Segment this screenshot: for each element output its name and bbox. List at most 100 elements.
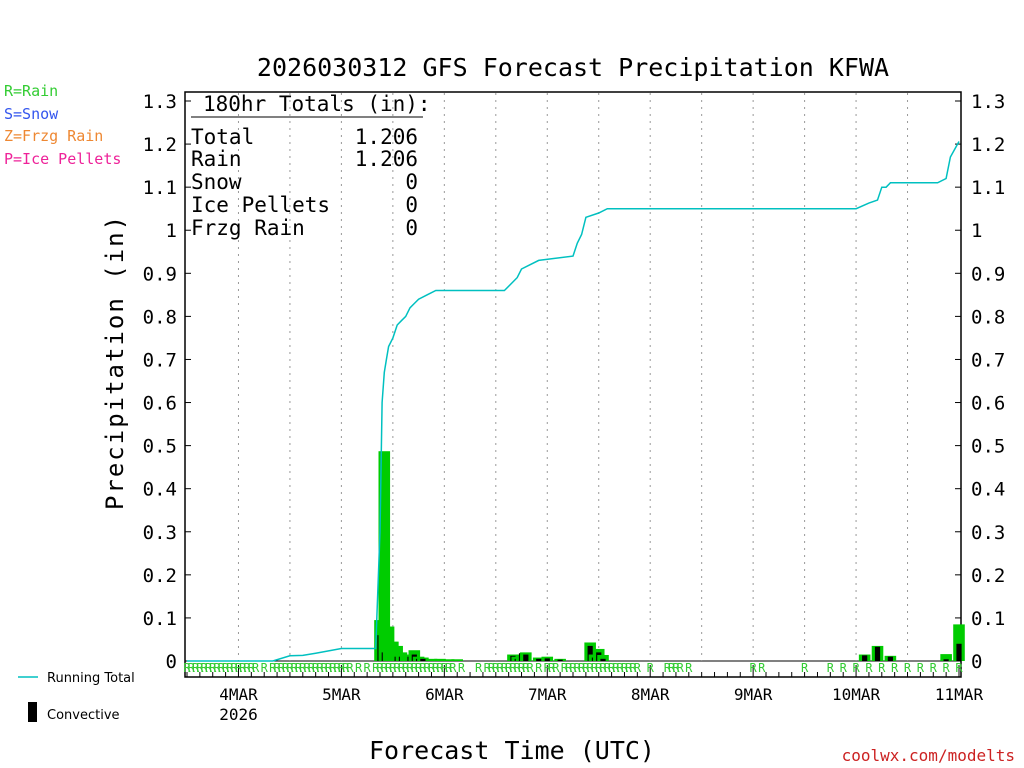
precip-type-marker: R: [582, 661, 590, 675]
precip-type-marker: R: [338, 661, 346, 675]
precip-type-marker: R: [282, 661, 290, 675]
precip-type-marker: R: [303, 661, 311, 675]
precip-type-marker: R: [278, 661, 286, 675]
precip-type-marker: R: [565, 661, 573, 675]
precip-type-marker: R: [904, 661, 912, 675]
precip-type-marker: R: [514, 661, 522, 675]
precip-type-marker: R: [561, 661, 569, 675]
precip-type-marker: R: [406, 661, 414, 675]
y-tick-label-right: 0.8: [971, 306, 1005, 328]
y-tick-label-left: 0.1: [143, 608, 177, 630]
totals-value-ice-pellets: 0: [405, 193, 418, 217]
totals-label-ice-pellets: Ice Pellets: [191, 193, 330, 217]
precip-type-marker: R: [325, 661, 333, 675]
precip-bar: [940, 654, 952, 661]
precip-type-marker: R: [625, 661, 633, 675]
precip-type-marker: R: [840, 661, 848, 675]
precip-type-marker: R: [239, 661, 247, 675]
precip-type-marker: R: [552, 661, 560, 675]
precip-type-marker: R: [449, 661, 457, 675]
precip-type-marker: R: [415, 661, 423, 675]
precip-type-marker: R: [394, 661, 402, 675]
precip-type-marker: R: [299, 661, 307, 675]
x-tick-label: 10MAR: [832, 685, 881, 704]
precip-type-marker: R: [672, 661, 680, 675]
x-tick-label: 8MAR: [631, 685, 670, 704]
precip-type-marker: R: [389, 661, 397, 675]
precip-type-marker: R: [578, 661, 586, 675]
precip-type-marker: R: [196, 661, 204, 675]
precip-bar: [434, 658, 446, 661]
precip-type-marker: R: [501, 661, 509, 675]
precip-type-marker: R: [312, 661, 320, 675]
precip-type-marker: R: [526, 661, 534, 675]
precip-type-marker: R: [930, 661, 938, 675]
bottom-legend: Running Total Convective: [18, 671, 135, 723]
convective-bar: [600, 658, 606, 661]
precip-type-marker: R: [188, 661, 196, 675]
precip-type-marker: R: [599, 661, 607, 675]
precip-type-marker: R: [291, 661, 299, 675]
y-tick-label-left: 1.1: [143, 177, 177, 199]
precip-type-marker: R: [475, 661, 483, 675]
credit-text[interactable]: coolwx.com/modelts: [842, 746, 1015, 765]
y-tick-label-right: 0.9: [971, 263, 1005, 285]
totals-label-snow: Snow: [191, 170, 242, 194]
plot-frame: [184, 91, 962, 678]
precip-type-marker: R: [518, 661, 526, 675]
y-tick-label-left: 1: [166, 220, 177, 242]
precip-type-marker: R: [321, 661, 329, 675]
y-tick-label-right: 1.3: [971, 91, 1005, 113]
precip-type-marker: R: [587, 661, 595, 675]
precip-type-marker: R: [801, 661, 809, 675]
y-tick-label-left: 0.7: [143, 349, 177, 371]
precip-type-marker: R: [852, 661, 860, 675]
precip-type-marker: R: [243, 661, 251, 675]
precip-type-marker: R: [411, 661, 419, 675]
precip-type-marker: R: [273, 661, 281, 675]
precip-type-marker: R: [891, 661, 899, 675]
y-tick-label-right: 0.1: [971, 608, 1005, 630]
precip-type-marker: R: [329, 661, 337, 675]
precip-type-marker: R: [522, 661, 530, 675]
precip-type-marker: R: [685, 661, 693, 675]
precip-type-marker: R: [398, 661, 406, 675]
precip-type-marker: R: [201, 661, 209, 675]
precip-type-marker: R: [402, 661, 410, 675]
totals-label-rain: Rain: [191, 147, 242, 171]
convective-bar: [536, 658, 542, 661]
y-tick-label-left: 0.9: [143, 263, 177, 285]
precip-type-marker: R: [535, 661, 543, 675]
precip-type-marker: R: [664, 661, 672, 675]
precip-type-marker: R: [569, 661, 577, 675]
precip-type-marker: R: [484, 661, 492, 675]
y-tick-label-right: 1.1: [971, 177, 1005, 199]
precip-type-marker: R: [209, 661, 217, 675]
x-tick-label: 11MAR: [935, 685, 984, 704]
precip-type-marker: R: [419, 661, 427, 675]
precip-type-marker: R: [364, 661, 372, 675]
precip-bar: [442, 659, 455, 661]
precip-type-marker: R: [445, 661, 453, 675]
totals-heading: 180hr Totals (in):: [203, 92, 431, 116]
precip-type-marker: R: [424, 661, 432, 675]
precip-type-marker: R: [261, 661, 269, 675]
x-tick-label: 5MAR: [322, 685, 361, 704]
convective-bar: [420, 658, 426, 661]
totals-value-rain: 1.206: [355, 147, 418, 171]
legend-ice-pellets-key: P=Ice Pellets: [4, 150, 121, 168]
precip-type-marker: R: [218, 661, 226, 675]
precip-type-marker: R: [608, 661, 616, 675]
convective-bar: [587, 645, 593, 661]
precip-type-marker: R: [612, 661, 620, 675]
precip-type-marker: R: [205, 661, 213, 675]
precip-type-marker: R: [488, 661, 496, 675]
y-tick-label-right: 1: [971, 220, 982, 242]
legend-running-total-label: Running Total: [47, 671, 135, 686]
totals-value-total: 1.206: [355, 125, 418, 149]
convective-bar: [874, 646, 881, 661]
y-tick-label-left: 0.6: [143, 393, 177, 415]
y-tick-label-left: 0.5: [143, 436, 177, 458]
totals-label-total: Total: [191, 125, 254, 149]
precip-type-marker: R: [604, 661, 612, 675]
